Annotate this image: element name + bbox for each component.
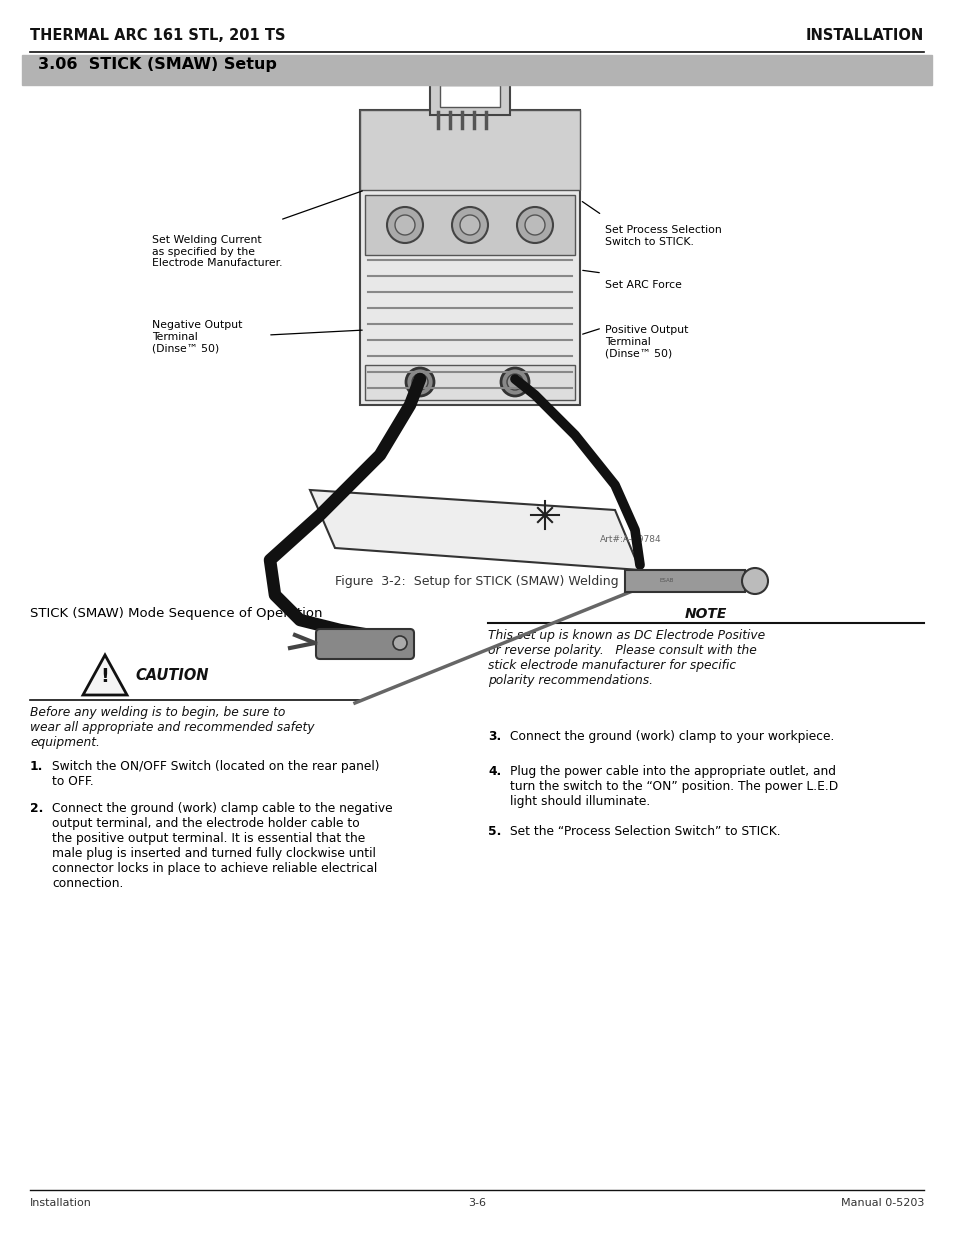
Bar: [365, 195, 575, 254]
Text: THERMAL ARC 161 STL, 201 TS: THERMAL ARC 161 STL, 201 TS: [30, 28, 285, 43]
Text: !: !: [100, 667, 110, 687]
Circle shape: [517, 207, 553, 243]
Text: Art#:A-09784: Art#:A-09784: [599, 535, 661, 543]
Text: This set up is known as DC Electrode Positive
or reverse polarity.   Please cons: This set up is known as DC Electrode Pos…: [488, 629, 764, 687]
Text: Connect the ground (work) clamp cable to the negative
output terminal, and the e: Connect the ground (work) clamp cable to…: [52, 802, 393, 890]
Text: Set Welding Current
as specified by the
Electrode Manufacturer.: Set Welding Current as specified by the …: [152, 235, 282, 268]
Circle shape: [412, 374, 428, 390]
Text: NOTE: NOTE: [684, 606, 726, 621]
Circle shape: [452, 207, 488, 243]
Bar: [22, 56, 931, 85]
Text: Set ARC Force: Set ARC Force: [604, 280, 681, 290]
Text: Plug the power cable into the appropriate outlet, and
turn the switch to the “ON: Plug the power cable into the appropriat…: [510, 764, 838, 808]
Circle shape: [395, 215, 415, 235]
Polygon shape: [310, 490, 639, 571]
Text: 2.: 2.: [30, 802, 43, 815]
Circle shape: [387, 207, 422, 243]
Text: Before any welding is to begin, be sure to
wear all appropriate and recommended : Before any welding is to begin, be sure …: [30, 706, 314, 748]
Bar: [430, 80, 510, 115]
Circle shape: [459, 215, 479, 235]
Text: Set the “Process Selection Switch” to STICK.: Set the “Process Selection Switch” to ST…: [510, 825, 780, 839]
Text: Figure  3-2:  Setup for STICK (SMAW) Welding: Figure 3-2: Setup for STICK (SMAW) Weldi…: [335, 576, 618, 588]
Text: Installation: Installation: [30, 1198, 91, 1208]
Text: 4.: 4.: [488, 764, 500, 778]
Text: 3.06  STICK (SMAW) Setup: 3.06 STICK (SMAW) Setup: [38, 57, 276, 72]
Text: Connect the ground (work) clamp to your workpiece.: Connect the ground (work) clamp to your …: [510, 730, 834, 743]
Text: 5.: 5.: [488, 825, 501, 839]
Polygon shape: [83, 655, 127, 695]
Text: 3-6: 3-6: [468, 1198, 485, 1208]
Bar: [359, 110, 579, 190]
Circle shape: [524, 215, 544, 235]
Text: INSTALLATION: INSTALLATION: [805, 28, 923, 43]
Circle shape: [500, 368, 529, 396]
Text: Set Process Selection
Switch to STICK.: Set Process Selection Switch to STICK.: [604, 225, 721, 247]
Text: Manual 0-5203: Manual 0-5203: [840, 1198, 923, 1208]
Bar: [624, 571, 744, 592]
Text: Negative Output
Terminal
(Dinse™ 50): Negative Output Terminal (Dinse™ 50): [152, 320, 242, 353]
Bar: [365, 366, 575, 400]
Circle shape: [406, 368, 434, 396]
Circle shape: [393, 636, 407, 650]
Text: 1.: 1.: [30, 760, 43, 773]
Text: ESAB: ESAB: [659, 578, 674, 583]
Text: Switch the ON/OFF Switch (located on the rear panel)
to OFF.: Switch the ON/OFF Switch (located on the…: [52, 760, 379, 788]
Text: STICK (SMAW) Mode Sequence of Operation: STICK (SMAW) Mode Sequence of Operation: [30, 606, 322, 620]
Circle shape: [506, 374, 522, 390]
FancyBboxPatch shape: [315, 629, 414, 659]
Bar: [359, 110, 579, 405]
Text: Positive Output
Terminal
(Dinse™ 50): Positive Output Terminal (Dinse™ 50): [604, 325, 688, 358]
Bar: [439, 85, 499, 107]
Circle shape: [741, 568, 767, 594]
Text: 3.: 3.: [488, 730, 500, 743]
Text: CAUTION: CAUTION: [135, 668, 209, 683]
